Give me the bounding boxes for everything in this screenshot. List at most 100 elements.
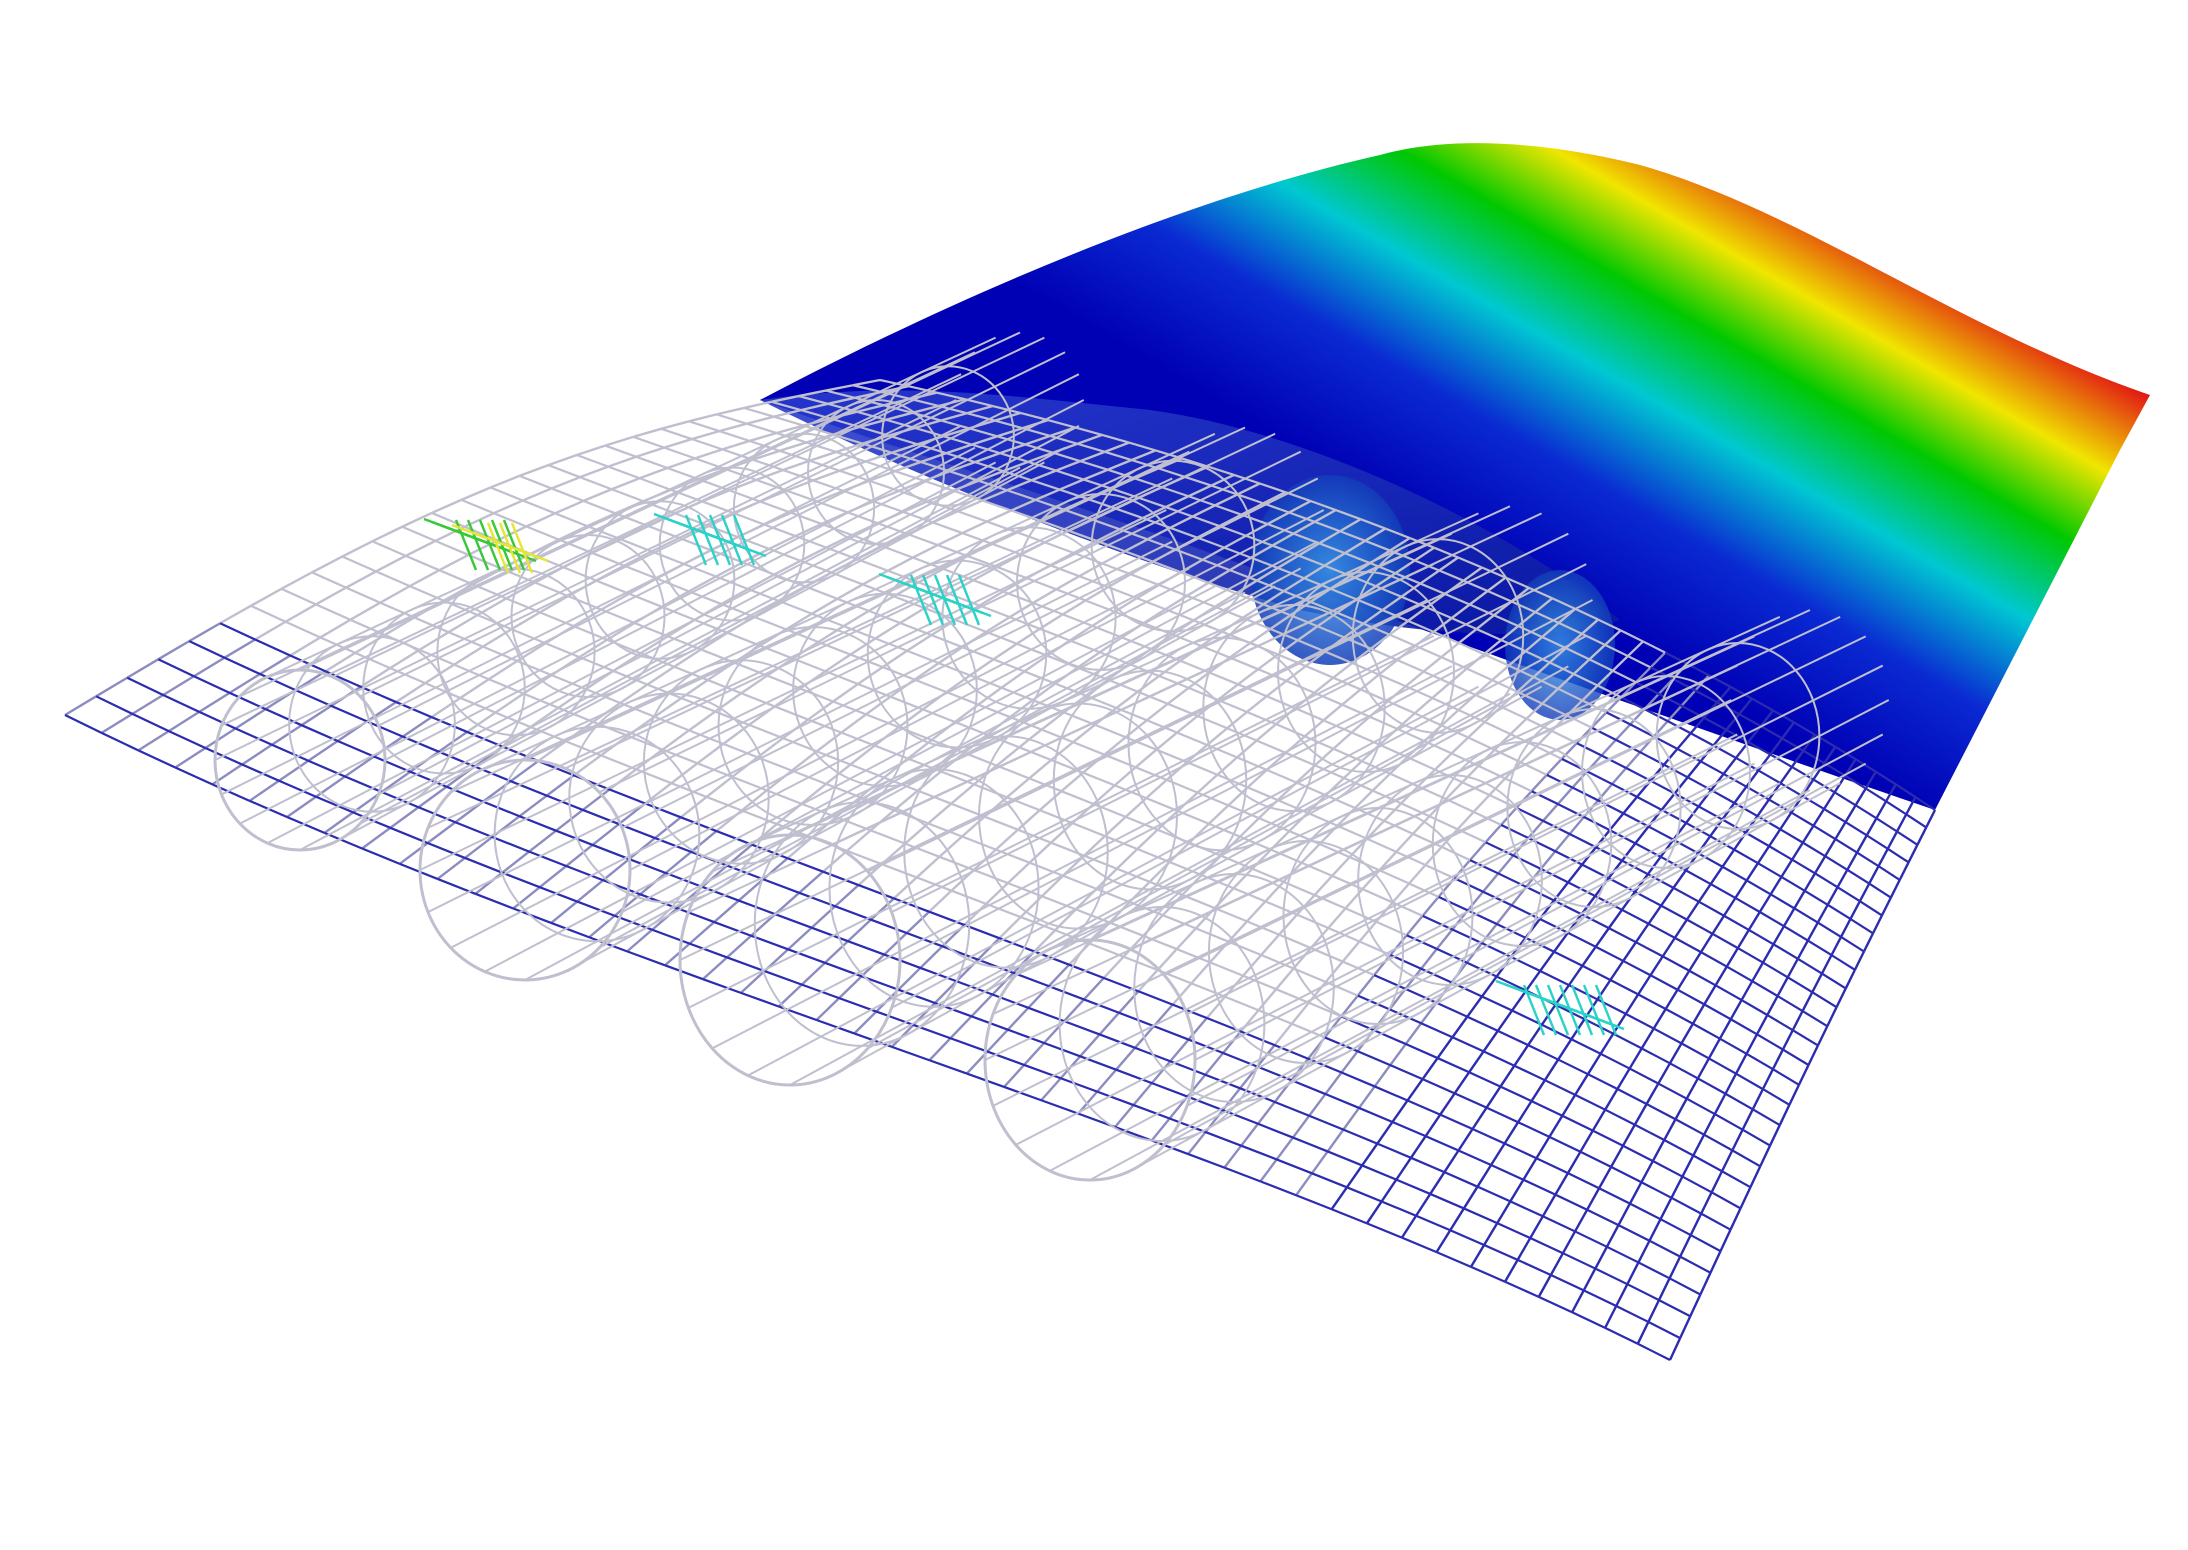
mesh-span-segment (676, 907, 715, 924)
mesh-chord-segment (825, 384, 854, 392)
mesh-span-segment (405, 554, 440, 572)
mesh-span-segment (1733, 848, 1759, 865)
mesh-chord-segment (1324, 960, 1344, 983)
mesh-chord-segment (1069, 624, 1094, 642)
mesh-chord-segment (1509, 1179, 1525, 1203)
mesh-span-segment (1710, 789, 1735, 804)
mesh-chord-segment (1461, 765, 1480, 784)
mesh-chord-segment (1150, 1060, 1172, 1084)
mesh-chord-segment (961, 815, 986, 838)
stress-hotspot-line (467, 529, 549, 563)
mesh-chord-segment (474, 871, 504, 895)
mesh-chord-segment (1073, 539, 1098, 554)
mesh-chord-segment (742, 547, 770, 564)
mesh-span-segment (678, 536, 712, 552)
mesh-chord-segment (1609, 960, 1625, 981)
spar-tube-stringer (1015, 762, 1755, 1146)
mesh-chord-segment (1710, 1170, 1724, 1193)
mesh-span-segment (1569, 832, 1597, 849)
mesh-span-segment (1407, 619, 1435, 633)
mesh-chord-segment (849, 637, 877, 656)
mesh-chord-segment (482, 628, 513, 648)
mesh-chord-segment (389, 806, 420, 829)
mesh-chord-segment (694, 448, 723, 460)
mesh-chord-segment (794, 522, 823, 538)
mesh-chord-segment (1497, 854, 1515, 875)
mesh-chord-segment (1503, 1121, 1520, 1145)
mesh-span-segment (285, 620, 321, 639)
mesh-span-segment (1586, 1208, 1619, 1227)
mesh-chord-segment (1187, 1131, 1207, 1155)
mesh-span-segment (628, 592, 663, 608)
mesh-span-segment (1542, 1215, 1576, 1233)
mesh-chord-segment (611, 477, 641, 491)
mesh-span-segment (1466, 1015, 1499, 1032)
mesh-chord-segment (1395, 833, 1414, 853)
mesh-span-segment (609, 788, 646, 805)
mesh-chord-segment (1755, 1014, 1769, 1035)
mesh-span-segment (1783, 925, 1809, 942)
mesh-chord-segment (1864, 771, 1877, 790)
mesh-span-segment (586, 525, 620, 540)
mesh-span-segment (1193, 619, 1223, 633)
mesh-chord-segment (259, 654, 291, 676)
mesh-span-segment (1096, 1090, 1134, 1107)
mesh-span-segment (1341, 703, 1371, 718)
mesh-span-segment (1372, 789, 1402, 805)
spar-tube-stringer (1163, 635, 1867, 977)
mesh-span-segment (972, 579, 1004, 593)
mesh-span-segment (1531, 1100, 1563, 1117)
mesh-span-segment (1172, 633, 1202, 648)
mesh-span-segment (1083, 998, 1120, 1014)
mesh-span-segment (1538, 1295, 1573, 1314)
mesh-chord-segment (1657, 1277, 1671, 1301)
mesh-chord-segment (1297, 625, 1319, 642)
mesh-span-segment (870, 829, 906, 845)
mesh-chord-segment (1150, 1117, 1171, 1142)
mesh-chord-segment (1679, 1315, 1692, 1339)
mesh-span-segment (774, 705, 809, 721)
mesh-span-segment (787, 857, 824, 873)
mesh-span-segment (512, 907, 552, 924)
stress-hotspot-line (720, 514, 744, 566)
mesh-chord-segment (832, 683, 859, 703)
mesh-chord-segment (809, 450, 837, 462)
mesh-span-segment (799, 687, 834, 703)
mesh-span-segment (1151, 1082, 1188, 1098)
mesh-chord-segment (963, 903, 987, 926)
mesh-span-segment (1317, 625, 1345, 639)
mesh-span-segment (375, 570, 411, 588)
mesh-span-segment (1023, 1063, 1062, 1080)
mesh-chord-segment (229, 673, 261, 694)
mesh-chord-segment (1028, 759, 1052, 780)
mesh-chord-segment (1549, 1252, 1565, 1276)
mesh-span-segment (1414, 712, 1443, 727)
mesh-chord-segment (466, 711, 497, 733)
mesh-chord-segment (1722, 897, 1737, 917)
mesh-span-segment (1226, 727, 1258, 742)
mesh-span-segment (1114, 1125, 1153, 1142)
mesh-chord-segment (670, 762, 699, 785)
mesh-span-segment (1422, 914, 1453, 931)
mesh-chord-segment (798, 389, 827, 398)
mesh-span-segment (1629, 1067, 1659, 1085)
mesh-span-segment (1330, 587, 1357, 601)
mesh-chord-segment (978, 470, 1004, 482)
mesh-chord-segment (447, 613, 479, 634)
mesh-chord-segment (827, 396, 856, 406)
mesh-span-segment (1690, 1234, 1722, 1253)
mesh-chord-segment (1453, 1071, 1471, 1095)
mesh-chord-segment (1756, 845, 1771, 864)
mesh-chord-segment (1451, 1015, 1469, 1038)
mesh-chord-segment (1359, 673, 1380, 691)
mesh-span-segment (1730, 685, 1753, 700)
mesh-chord-segment (1017, 809, 1041, 831)
mesh-span-segment (948, 592, 980, 607)
mesh-chord-segment (1040, 711, 1065, 731)
mesh-chord-segment (1389, 1043, 1407, 1066)
spar-tube-stringer (711, 665, 1453, 1050)
mesh-chord-segment (1389, 934, 1408, 956)
mesh-span-segment (1539, 917, 1569, 934)
mesh-span-segment (1147, 538, 1176, 551)
mesh-span-segment (1336, 611, 1364, 625)
